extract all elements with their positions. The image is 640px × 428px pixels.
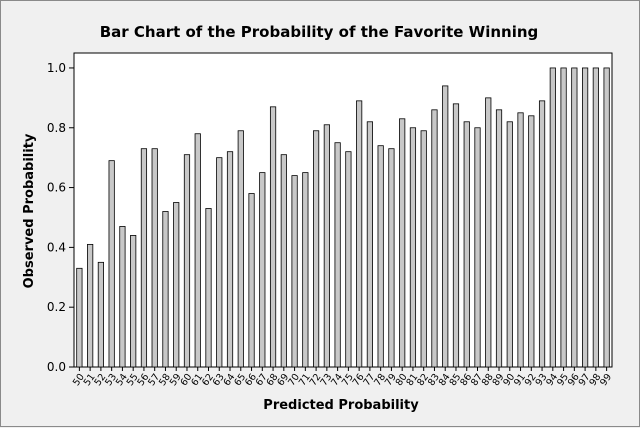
bar [409, 127, 417, 368]
bar [334, 142, 341, 368]
bar [528, 115, 535, 368]
bar [560, 67, 567, 368]
bar [495, 109, 503, 368]
bar [582, 67, 589, 368]
bar [420, 130, 427, 368]
y-axis: 0.0 0.2 0.4 0.6 0.8 1.0 [47, 61, 74, 374]
bar [485, 97, 492, 368]
bar [388, 148, 395, 368]
bar [119, 226, 126, 368]
bar [130, 235, 137, 368]
bar [323, 124, 330, 368]
y-tick-label: 1.0 [47, 61, 66, 75]
bar [248, 193, 255, 368]
bar [603, 67, 610, 368]
bar [592, 67, 599, 368]
bar [366, 121, 373, 368]
x-axis-title: Predicted Probability [263, 398, 419, 413]
bar [205, 208, 212, 368]
bar [313, 130, 320, 368]
bar [173, 202, 180, 368]
bar [162, 211, 169, 368]
y-tick-label: 0.2 [47, 300, 66, 314]
bar [280, 154, 287, 368]
bar [87, 243, 94, 368]
bar [399, 118, 406, 368]
y-tick-label: 0.4 [47, 240, 66, 254]
y-tick-label: 0.8 [47, 121, 66, 135]
bar [517, 112, 524, 368]
x-tick-label: 99 [598, 372, 614, 388]
bar [377, 145, 384, 368]
bar [431, 109, 438, 368]
bar [356, 100, 363, 368]
y-tick-label: 0.0 [47, 360, 66, 374]
bar [474, 127, 481, 368]
chart-title: Bar Chart of the Probability of the Favo… [100, 23, 539, 41]
y-axis-title: Observed Probability [22, 133, 37, 288]
bar [549, 67, 556, 368]
bar [259, 172, 266, 368]
bar [506, 121, 513, 368]
x-axis: 5051525354555657585960616263646566676869… [71, 367, 614, 388]
bar [442, 85, 449, 368]
bar [108, 160, 115, 368]
bar [302, 172, 309, 368]
bar [183, 154, 191, 368]
bar [345, 151, 352, 368]
y-tick-label: 0.6 [47, 181, 66, 195]
bar [226, 151, 234, 368]
bar [291, 175, 298, 368]
bar [571, 67, 578, 368]
bar [452, 103, 460, 368]
bars-layer [76, 67, 610, 368]
bar [76, 267, 83, 368]
bar [269, 106, 277, 368]
bar [194, 133, 201, 368]
bar [216, 157, 223, 368]
bar [140, 148, 148, 368]
bar [237, 130, 244, 368]
bar [538, 100, 546, 368]
bar [97, 261, 104, 368]
bar [151, 148, 158, 368]
bar [463, 121, 470, 368]
